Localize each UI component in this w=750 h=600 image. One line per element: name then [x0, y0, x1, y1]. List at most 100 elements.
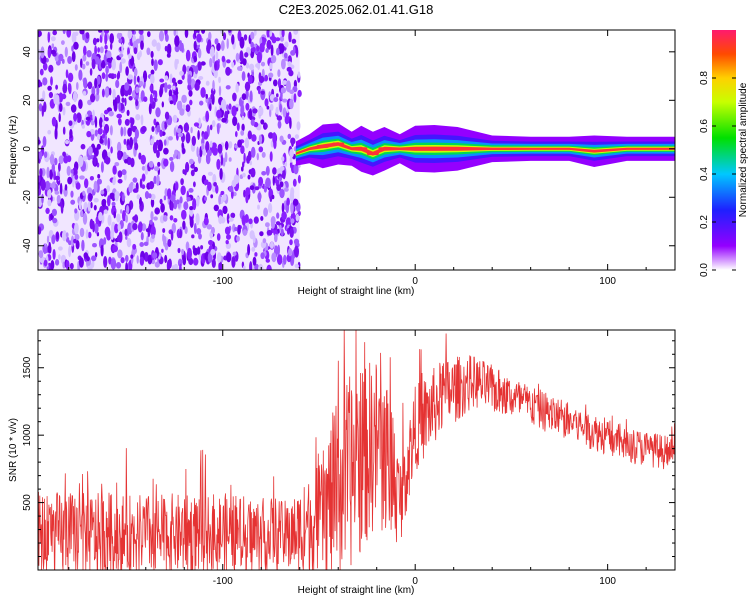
- noise-speckle: [166, 53, 171, 58]
- noise-speckle: [55, 259, 60, 266]
- noise-speckle: [65, 101, 71, 107]
- noise-speckle: [90, 93, 96, 103]
- noise-speckle: [132, 188, 139, 193]
- snr-series-line: [38, 330, 675, 570]
- noise-speckle: [101, 121, 106, 127]
- spectrogram-x-axis-label: Height of straight line (km): [298, 286, 415, 297]
- y-tick-label: 0: [22, 146, 33, 152]
- noise-speckle: [279, 103, 283, 113]
- noise-speckle: [157, 161, 161, 167]
- noise-speckle: [237, 139, 243, 148]
- noise-speckle: [39, 168, 43, 177]
- noise-speckle: [184, 226, 188, 235]
- noise-speckle: [240, 130, 245, 136]
- noise-speckle: [276, 115, 283, 121]
- noise-speckle: [259, 42, 265, 53]
- noise-speckle: [211, 258, 216, 268]
- noise-speckle: [96, 85, 100, 96]
- noise-speckle: [80, 143, 86, 150]
- noise-speckle: [128, 96, 133, 101]
- noise-speckle: [58, 112, 61, 123]
- noise-speckle: [188, 188, 194, 193]
- noise-speckle: [139, 256, 145, 266]
- noise-speckle: [106, 57, 112, 63]
- noise-speckle: [266, 39, 272, 50]
- noise-speckle: [48, 249, 52, 254]
- noise-speckle: [235, 52, 240, 62]
- noise-speckle: [84, 178, 89, 189]
- noise-speckle: [137, 75, 140, 83]
- noise-speckle: [82, 90, 87, 96]
- noise-speckle: [261, 37, 267, 43]
- noise-speckle: [176, 128, 182, 134]
- noise-speckle: [290, 137, 296, 145]
- noise-speckle: [249, 63, 255, 71]
- noise-speckle: [284, 115, 290, 125]
- noise-speckle: [284, 187, 289, 192]
- noise-speckle: [45, 207, 50, 214]
- noise-speckle: [289, 149, 294, 158]
- noise-speckle: [104, 117, 109, 122]
- noise-speckle: [150, 69, 155, 75]
- noise-speckle: [204, 196, 207, 201]
- noise-speckle: [181, 142, 184, 149]
- noise-speckle: [38, 103, 43, 112]
- noise-speckle: [282, 80, 288, 85]
- noise-speckle: [297, 71, 301, 79]
- noise-speckle: [241, 93, 247, 101]
- noise-speckle: [293, 30, 299, 35]
- noise-speckle: [175, 181, 179, 191]
- signal-band: [295, 142, 675, 156]
- noise-speckle: [189, 99, 193, 106]
- noise-speckle: [94, 129, 98, 137]
- noise-speckle: [196, 146, 199, 158]
- noise-speckle: [109, 192, 115, 200]
- noise-speckle: [108, 110, 114, 117]
- noise-speckle: [119, 192, 123, 197]
- noise-speckle: [124, 118, 130, 126]
- x-tick-label: -100: [213, 576, 233, 587]
- noise-speckle: [248, 218, 253, 225]
- noise-speckle: [97, 174, 101, 179]
- noise-speckle: [83, 77, 88, 89]
- y-tick-label: -40: [22, 238, 33, 253]
- noise-speckle: [116, 141, 122, 153]
- noise-speckle: [254, 263, 259, 270]
- noise-speckle: [85, 229, 89, 239]
- noise-speckle: [165, 33, 169, 43]
- noise-speckle: [71, 31, 77, 44]
- noise-speckle: [141, 125, 147, 133]
- noise-speckle: [224, 141, 229, 151]
- noise-speckle: [58, 254, 61, 260]
- noise-speckle: [140, 114, 144, 126]
- noise-speckle: [67, 72, 74, 83]
- colorbar: 0.0 0.2 0.4 0.6 0.8 Normalized spectral ampl…: [699, 30, 749, 277]
- noise-speckle: [240, 104, 245, 117]
- noise-speckle: [59, 182, 63, 195]
- noise-speckle: [47, 85, 52, 91]
- noise-speckle: [205, 93, 208, 99]
- noise-speckle: [130, 121, 134, 131]
- noise-speckle: [172, 114, 178, 123]
- noise-speckle: [282, 107, 287, 118]
- noise-speckle: [256, 51, 262, 64]
- noise-speckle: [125, 66, 129, 76]
- noise-speckle: [147, 31, 151, 38]
- noise-speckle: [270, 55, 277, 64]
- noise-speckle: [196, 196, 200, 207]
- noise-speckle: [277, 69, 281, 78]
- noise-speckle: [190, 169, 195, 177]
- noise-speckle: [50, 260, 55, 270]
- noise-speckle: [159, 88, 163, 98]
- noise-speckle: [243, 152, 246, 164]
- noise-speckle: [116, 213, 121, 223]
- noise-speckle: [249, 230, 255, 240]
- noise-speckle: [192, 198, 197, 211]
- noise-speckle: [182, 148, 186, 154]
- noise-speckle: [74, 208, 78, 214]
- noise-speckle: [152, 252, 158, 259]
- noise-speckle: [224, 151, 228, 163]
- noise-speckle: [183, 201, 189, 211]
- noise-speckle: [115, 262, 122, 269]
- noise-speckle: [228, 141, 233, 149]
